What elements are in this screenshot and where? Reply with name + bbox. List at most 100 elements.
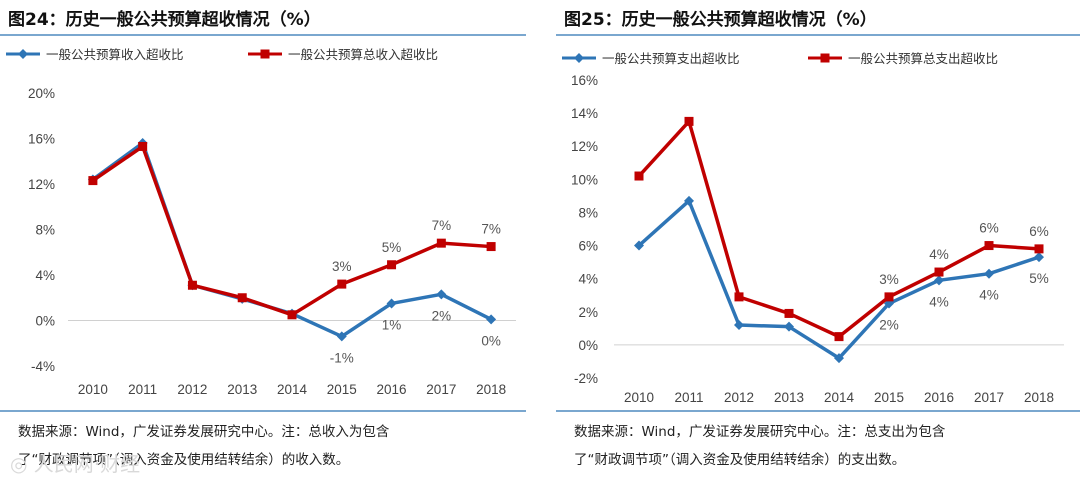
legend-label: 一般公共预算总支出超收比: [848, 51, 998, 66]
data-point: [984, 241, 994, 251]
data-point: [387, 260, 397, 270]
x-tick-label: 2011: [128, 382, 157, 397]
legend-swatch-marker: [574, 53, 584, 63]
data-label: 7%: [481, 222, 501, 237]
data-label: 6%: [979, 221, 999, 236]
data-label: 3%: [879, 272, 899, 287]
x-tick-label: 2012: [724, 390, 754, 405]
data-point: [386, 298, 397, 309]
y-tick-label: 20%: [28, 86, 55, 101]
data-point: [486, 314, 497, 325]
y-axis: -2% 0% 2% 4% 6% 8% 10% 12% 14% 16%: [571, 73, 598, 386]
y-tick-label: 4%: [578, 272, 598, 287]
x-tick-label: 2016: [924, 390, 954, 405]
data-point: [684, 195, 694, 206]
y-tick-label: 12%: [28, 177, 55, 192]
y-tick-label: 0%: [578, 338, 598, 353]
x-tick-label: 2015: [874, 390, 904, 405]
y-tick-label: 8%: [578, 205, 598, 220]
source-note: 数据来源：Wind，广发证券发展研究中心。注：总支出为包含 了“财政调节项”（调…: [574, 418, 945, 474]
data-point: [436, 289, 447, 300]
x-tick-label: 2016: [377, 382, 407, 397]
data-label: 4%: [929, 294, 949, 309]
x-tick-label: 2010: [78, 382, 108, 397]
data-point: [884, 292, 894, 302]
data-point: [834, 332, 844, 342]
data-point: [934, 267, 944, 277]
data-point: [634, 240, 644, 251]
legend-swatch-marker: [18, 49, 28, 59]
x-tick-label: 2014: [824, 390, 855, 405]
legend-label: 一般公共预算收入超收比: [46, 47, 184, 62]
y-tick-label: 14%: [571, 106, 598, 121]
x-tick-label: 2013: [227, 382, 257, 397]
data-point: [634, 171, 644, 181]
x-tick-label: 2018: [1024, 390, 1054, 405]
data-point: [337, 279, 347, 289]
data-point: [1034, 244, 1044, 254]
x-tick-label: 2014: [277, 382, 308, 397]
title-divider: [0, 34, 526, 36]
line-chart: -2%0%2%4%6%8%10%12%14%16%2010 2011 2012 201…: [562, 51, 1064, 405]
data-point: [486, 242, 496, 252]
legend-label: 一般公共预算支出超收比: [602, 51, 740, 66]
figure-title: 图24：历史一般公共预算超收情况（%）: [8, 10, 321, 30]
y-tick-label: 4%: [35, 268, 55, 283]
x-tick-label: 2010: [624, 390, 654, 405]
data-point: [287, 310, 297, 320]
data-point: [934, 275, 944, 286]
y-tick-label: 16%: [28, 132, 55, 147]
data-point: [834, 353, 844, 364]
data-label: 5%: [382, 240, 402, 255]
y-tick-label: -2%: [574, 371, 598, 386]
x-tick-label: 2017: [974, 390, 1004, 405]
data-point: [88, 176, 98, 186]
data-point: [436, 238, 446, 248]
data-point: [734, 292, 744, 302]
data-label: 3%: [332, 259, 352, 274]
line-chart: -4%0%4%8%12%16%20%2010 2011 2012 2013 2014 20…: [6, 47, 516, 397]
legend: 一般公共预算收入超收比 一般公共预算总收入超收比: [6, 47, 438, 62]
data-point: [138, 141, 148, 151]
watermark-logo: ◎ 人民网·财经: [10, 452, 141, 476]
data-label: 4%: [979, 288, 999, 303]
legend-swatch-marker: [260, 49, 270, 59]
source-divider: [0, 410, 526, 412]
x-tick-label: 2015: [327, 382, 357, 397]
legend-label: 一般公共预算总收入超收比: [288, 47, 438, 62]
series-2: 3% 4% 6% 6%: [634, 116, 1049, 342]
figure-title: 图25：历史一般公共预算超收情况（%）: [564, 10, 877, 30]
source-line: 了“财政调节项”（调入资金及使用结转结余）的收入数。: [18, 452, 350, 468]
chart-panel-left: 图24：历史一般公共预算超收情况（%） -4% 0% 4% 8% 12% 16% 20% 20…: [0, 0, 526, 484]
x-axis: 2010 2011 2012 2013 2014 2015 2016 2017 2018: [78, 382, 506, 397]
y-tick-label: 12%: [571, 139, 598, 154]
x-tick-label: 2018: [476, 382, 506, 397]
data-point: [237, 293, 247, 303]
source-divider: [556, 410, 1080, 412]
x-axis: 2010 2011 2012 2013 2014 2015 2016 2017 2018: [624, 390, 1054, 405]
data-point: [984, 268, 994, 279]
data-label: 5%: [1029, 271, 1049, 286]
x-tick-label: 2017: [426, 382, 456, 397]
source-note: 数据来源：Wind，广发证券发展研究中心。注：总收入为包含 了“财政调节项”（调…: [18, 418, 389, 474]
data-label: 7%: [432, 218, 452, 233]
data-point: [784, 321, 794, 332]
y-tick-label: 10%: [571, 172, 598, 187]
data-point: [187, 280, 197, 290]
data-point: [784, 308, 794, 318]
data-point: [734, 320, 744, 331]
data-label: 0%: [481, 333, 501, 348]
legend: 一般公共预算支出超收比 一般公共预算总支出超收比: [562, 51, 998, 66]
y-tick-label: 8%: [35, 223, 55, 238]
y-tick-label: 2%: [578, 305, 598, 320]
data-point: [684, 116, 694, 126]
data-label: 2%: [432, 308, 452, 323]
source-line: 数据来源：Wind，广发证券发展研究中心。注：总支出为包含: [574, 424, 946, 440]
data-label: 6%: [1029, 224, 1049, 239]
y-tick-label: -4%: [31, 359, 55, 374]
y-tick-label: 16%: [571, 73, 598, 88]
source-line: 数据来源：Wind，广发证券发展研究中心。注：总收入为包含: [18, 424, 390, 440]
x-tick-label: 2013: [774, 390, 804, 405]
series-1: -1% 1% 2% 0%: [87, 138, 501, 365]
data-label: 2%: [879, 318, 899, 333]
